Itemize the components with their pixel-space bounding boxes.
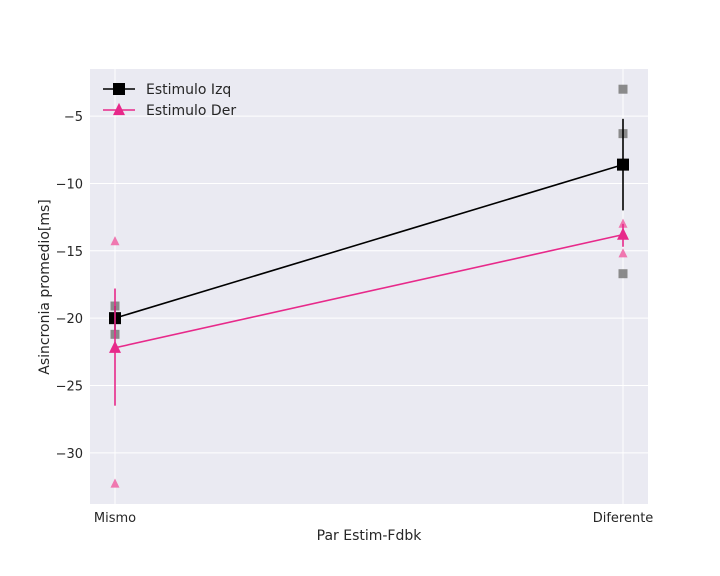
y-tick-label: −10	[56, 177, 83, 192]
legend: Estimulo Izq Estimulo Der	[103, 82, 236, 119]
legend-marker	[113, 83, 125, 95]
legend-label: Estimulo Izq	[146, 82, 231, 98]
individual-point	[618, 248, 628, 258]
individual-point	[110, 478, 120, 488]
series-line	[114, 233, 624, 349]
y-axis-label: Asincronia promedio[ms]	[37, 199, 53, 375]
y-tick-label: −15	[56, 245, 83, 260]
x-tick-label: Mismo	[94, 511, 136, 526]
legend-marker	[113, 102, 125, 116]
plot-area	[90, 69, 648, 504]
mean-marker	[109, 340, 121, 353]
y-tick-label: −30	[56, 447, 83, 462]
x-axis-label: Par Estim-Fdbk	[317, 528, 423, 544]
grid	[90, 69, 648, 504]
mean-marker	[617, 158, 629, 171]
series-layer	[109, 84, 629, 488]
individual-point	[618, 84, 628, 94]
y-tick-labels: −5 −10 −15 −20 −25 −30	[56, 110, 83, 462]
series-2	[109, 218, 629, 488]
y-tick-label: −25	[56, 379, 83, 394]
mean-marker	[617, 227, 629, 240]
x-tick-labels: Mismo Diferente	[94, 511, 653, 526]
individual-point	[110, 236, 120, 246]
individual-point	[618, 218, 628, 228]
individual-point	[618, 269, 628, 279]
x-tick-label: Diferente	[593, 511, 654, 526]
y-tick-label: −20	[56, 312, 83, 327]
y-tick-label: −5	[64, 110, 83, 125]
legend-label: Estimulo Der	[146, 103, 236, 119]
series-line	[114, 163, 624, 319]
